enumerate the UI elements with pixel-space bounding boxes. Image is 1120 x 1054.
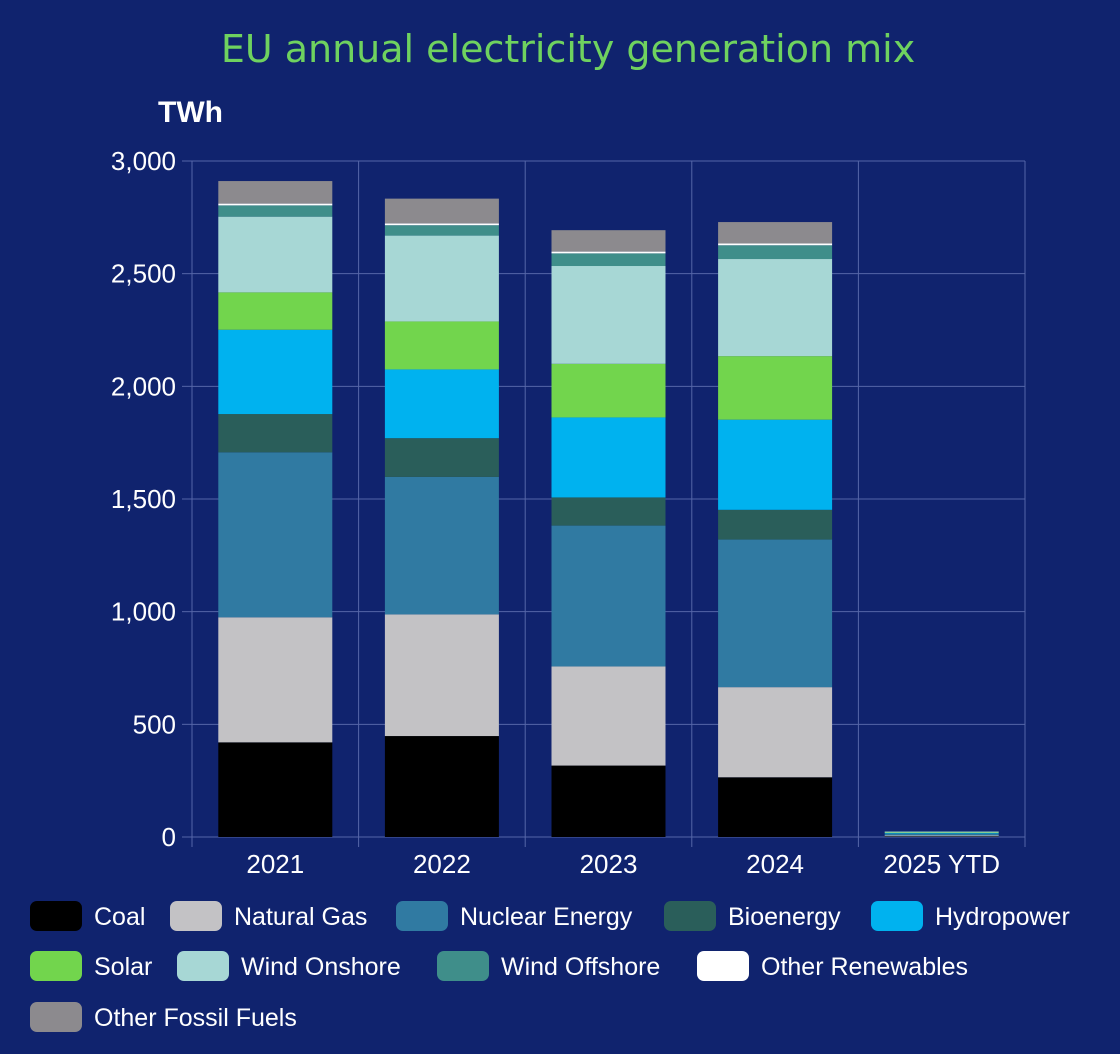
bar-segment bbox=[384, 225, 499, 236]
bar-segment bbox=[718, 243, 833, 246]
bar-segment bbox=[218, 181, 333, 204]
bar-segment bbox=[218, 216, 333, 293]
bar-segment bbox=[551, 251, 666, 254]
legend-item: Wind Offshore bbox=[437, 951, 660, 981]
legend-label: Hydropower bbox=[935, 903, 1070, 931]
legend-item: Solar bbox=[30, 951, 152, 981]
legend-item: Nuclear Energy bbox=[396, 901, 633, 931]
bar-segment bbox=[218, 414, 333, 453]
legend-swatch bbox=[871, 901, 923, 931]
legend-swatch bbox=[437, 951, 489, 981]
bar-stack bbox=[718, 222, 833, 837]
legend: Coal Natural Gas Nuclear Energy Bioenergy Hy… bbox=[30, 901, 1070, 1032]
bar-segment bbox=[718, 222, 833, 244]
bar-segment bbox=[384, 476, 499, 615]
bar-segment bbox=[718, 509, 833, 540]
y-tick-label: 0 bbox=[162, 822, 176, 852]
bar-segment bbox=[551, 266, 666, 364]
legend-swatch bbox=[697, 951, 749, 981]
bar-segment bbox=[884, 831, 999, 833]
legend-swatch bbox=[30, 1002, 82, 1032]
legend-swatch bbox=[664, 901, 716, 931]
bar-segment bbox=[551, 525, 666, 667]
bar-segment bbox=[718, 777, 833, 837]
bar-segment bbox=[551, 666, 666, 766]
legend-label: Nuclear Energy bbox=[460, 903, 633, 931]
bar-stack bbox=[218, 181, 333, 837]
chart-title: EU annual electricity generation mix bbox=[221, 27, 915, 71]
y-tick-label: 2,500 bbox=[111, 259, 176, 289]
bar-segment bbox=[884, 836, 999, 837]
bar-segment bbox=[384, 736, 499, 837]
legend-label: Natural Gas bbox=[234, 903, 367, 931]
bar-segment bbox=[384, 438, 499, 477]
bar-segment bbox=[218, 617, 333, 743]
y-tick-label: 3,000 bbox=[111, 146, 176, 176]
bar-segment bbox=[551, 230, 666, 252]
legend-item: Hydropower bbox=[871, 901, 1070, 931]
legend-item: Natural Gas bbox=[170, 901, 367, 931]
bar-stack bbox=[551, 230, 666, 837]
x-tick-label: 2022 bbox=[413, 849, 471, 879]
y-tick-label: 1,000 bbox=[111, 597, 176, 627]
legend-swatch bbox=[170, 901, 222, 931]
bar-segment bbox=[551, 765, 666, 837]
x-tick-label: 2023 bbox=[580, 849, 638, 879]
bar-segment bbox=[551, 253, 666, 267]
legend-item: Other Fossil Fuels bbox=[30, 1002, 297, 1032]
legend-swatch bbox=[30, 951, 82, 981]
legend-label: Other Renewables bbox=[761, 953, 968, 981]
bar-segment bbox=[551, 497, 666, 526]
bar-segment bbox=[384, 321, 499, 370]
y-tick-label: 1,500 bbox=[111, 484, 176, 514]
legend-label: Wind Onshore bbox=[241, 953, 401, 981]
legend-swatch bbox=[30, 901, 82, 931]
bar-segment bbox=[218, 742, 333, 837]
legend-item: Bioenergy bbox=[664, 901, 841, 931]
x-tick-label: 2025 YTD bbox=[883, 849, 1000, 879]
legend-label: Bioenergy bbox=[728, 903, 841, 931]
legend-label: Solar bbox=[94, 953, 152, 981]
bar-stack bbox=[884, 831, 999, 837]
bar-segment bbox=[218, 205, 333, 217]
legend-swatch bbox=[177, 951, 229, 981]
bar-segment bbox=[718, 539, 833, 688]
bar-segment bbox=[884, 835, 999, 837]
bar-segment bbox=[884, 834, 999, 836]
bar-segment bbox=[718, 356, 833, 420]
bar-segment bbox=[551, 417, 666, 498]
bar-segment bbox=[218, 203, 333, 206]
bar-segment bbox=[384, 369, 499, 439]
bar-segment bbox=[551, 363, 666, 418]
bar-segment bbox=[384, 223, 499, 226]
x-tick-label: 2024 bbox=[746, 849, 804, 879]
bar-segment bbox=[218, 452, 333, 618]
bar-segment bbox=[718, 259, 833, 357]
legend-item: Wind Onshore bbox=[177, 951, 401, 981]
bar-segment bbox=[384, 198, 499, 224]
y-axis: 0 500 1,000 1,500 2,000 2,500 3,000 bbox=[111, 146, 176, 852]
y-tick-label: 2,000 bbox=[111, 371, 176, 401]
bar-segment bbox=[718, 687, 833, 778]
bar-segment bbox=[218, 292, 333, 330]
legend-item: Coal bbox=[30, 901, 145, 931]
bars bbox=[218, 181, 999, 837]
bar-segment bbox=[218, 329, 333, 415]
legend-label: Other Fossil Fuels bbox=[94, 1004, 297, 1032]
legend-label: Wind Offshore bbox=[501, 953, 660, 981]
bar-stack bbox=[384, 198, 499, 837]
bar-segment bbox=[884, 832, 999, 834]
x-axis: 2021 2022 2023 2024 2025 YTD bbox=[246, 849, 1000, 879]
legend-swatch bbox=[396, 901, 448, 931]
bar-segment bbox=[718, 245, 833, 260]
legend-item: Other Renewables bbox=[697, 951, 968, 981]
x-tick-label: 2021 bbox=[246, 849, 304, 879]
bar-segment bbox=[384, 614, 499, 737]
y-axis-unit-label: TWh bbox=[158, 96, 223, 129]
y-tick-label: 500 bbox=[133, 709, 176, 739]
legend-label: Coal bbox=[94, 903, 145, 931]
bar-segment bbox=[718, 419, 833, 510]
bar-segment bbox=[384, 235, 499, 322]
